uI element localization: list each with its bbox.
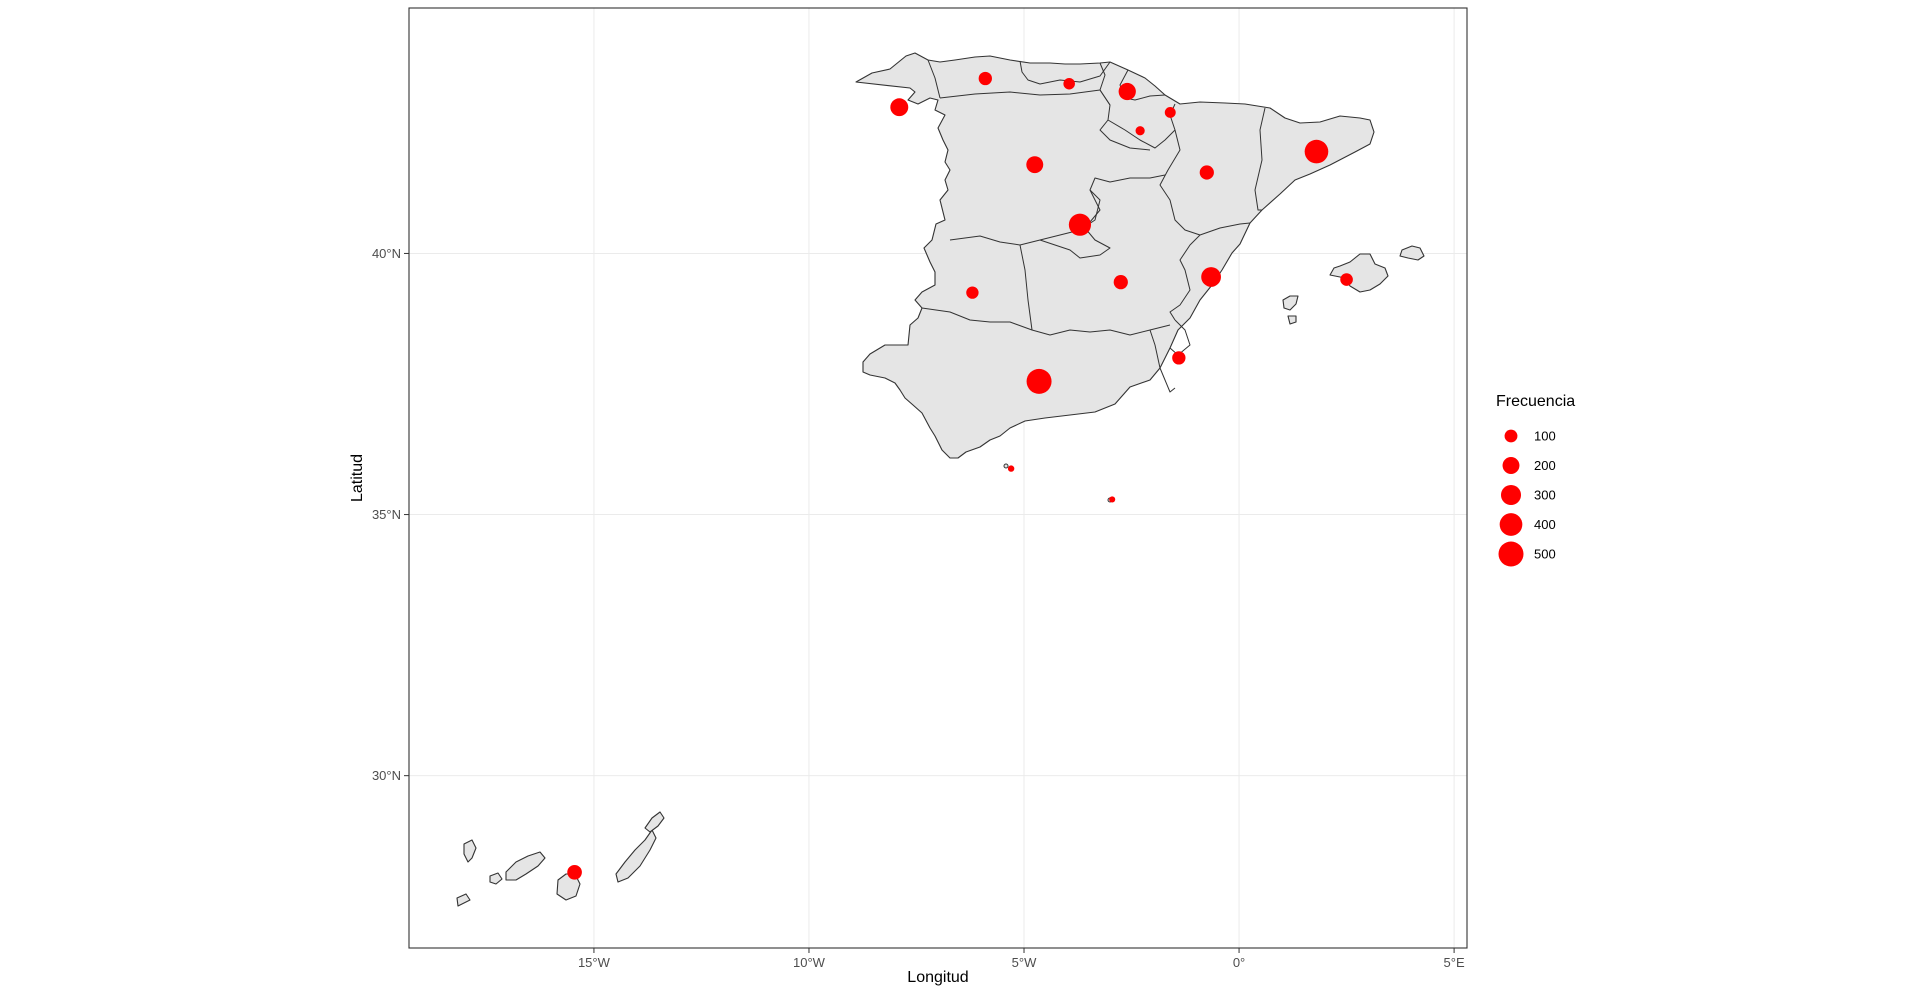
la-gomera-land bbox=[489, 872, 503, 885]
x-axis: 15°W 10°W 5°W 0° 5°E bbox=[578, 948, 1465, 970]
legend-label: 200 bbox=[1534, 458, 1556, 473]
peninsula-land bbox=[855, 52, 1375, 459]
data-point bbox=[978, 71, 992, 86]
legend-label: 100 bbox=[1534, 429, 1556, 444]
data-point bbox=[1068, 213, 1092, 236]
legend-key bbox=[1504, 429, 1518, 443]
panel-border bbox=[408, 7, 1468, 949]
mallorca-land bbox=[1329, 253, 1389, 293]
ceuta-land bbox=[1003, 463, 1009, 469]
data-point bbox=[1199, 165, 1214, 180]
x-tick-label: 5°E bbox=[1444, 955, 1465, 970]
legend-label: 400 bbox=[1534, 517, 1556, 532]
data-point bbox=[1113, 275, 1128, 290]
el-hierro-land bbox=[456, 893, 471, 907]
ibiza-land bbox=[1282, 295, 1299, 311]
legend-title: Frecuencia bbox=[1496, 393, 1575, 410]
data-point bbox=[1201, 267, 1221, 287]
y-axis: 30°N 35°N 40°N bbox=[372, 246, 409, 783]
data-point bbox=[966, 286, 979, 299]
data-point bbox=[1109, 496, 1116, 503]
data-point bbox=[1026, 368, 1052, 394]
spain-map bbox=[456, 52, 1425, 907]
data-point bbox=[890, 98, 909, 117]
data-points bbox=[567, 71, 1353, 880]
x-tick-label: 15°W bbox=[578, 955, 611, 970]
region-borders bbox=[921, 59, 1266, 393]
menorca-land bbox=[1399, 245, 1425, 261]
data-point bbox=[1026, 156, 1044, 174]
y-tick-label: 35°N bbox=[372, 507, 401, 522]
data-point bbox=[1164, 106, 1176, 118]
data-point bbox=[1340, 273, 1353, 286]
x-tick-label: 10°W bbox=[793, 955, 826, 970]
fuerteventura-land bbox=[615, 829, 657, 883]
x-tick-label: 5°W bbox=[1012, 955, 1037, 970]
la-palma-land bbox=[463, 839, 477, 863]
data-point bbox=[1304, 139, 1329, 164]
y-axis-title: Latitud bbox=[349, 454, 366, 502]
legend: Frecuencia 100 200 300 400 500 bbox=[1496, 393, 1575, 567]
legend-key bbox=[1499, 513, 1523, 536]
x-tick-label: 0° bbox=[1233, 955, 1245, 970]
legend-label: 500 bbox=[1534, 547, 1556, 562]
data-point bbox=[567, 864, 582, 880]
x-axis-title: Longitud bbox=[907, 969, 968, 986]
legend-key bbox=[1498, 541, 1524, 567]
y-tick-label: 40°N bbox=[372, 246, 401, 261]
tenerife-land bbox=[505, 851, 546, 881]
data-point bbox=[1007, 465, 1015, 472]
legend-key bbox=[1500, 484, 1522, 506]
data-point bbox=[1172, 351, 1186, 365]
legend-key bbox=[1502, 457, 1520, 474]
lanzarote-land bbox=[644, 811, 665, 833]
legend-label: 300 bbox=[1534, 488, 1556, 503]
data-point bbox=[1135, 126, 1145, 136]
data-point bbox=[1118, 82, 1136, 101]
data-point bbox=[1063, 77, 1075, 90]
y-tick-label: 30°N bbox=[372, 768, 401, 783]
formentera-land bbox=[1287, 315, 1297, 325]
